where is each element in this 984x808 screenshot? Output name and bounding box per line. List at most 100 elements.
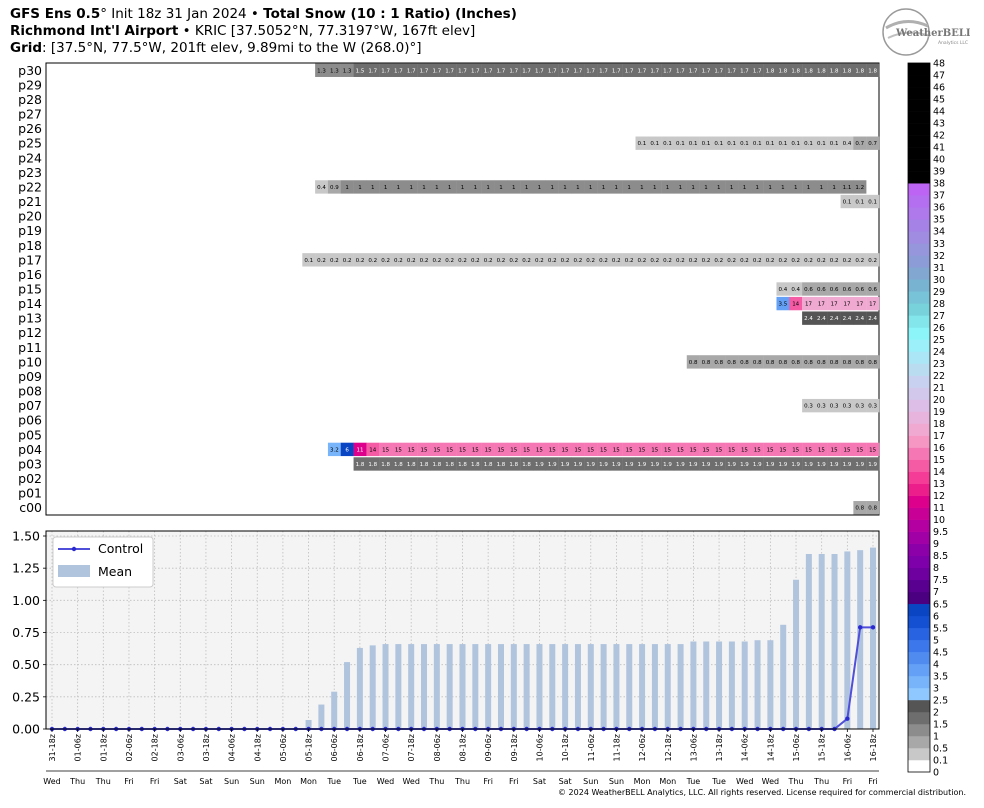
member-label-p07: p07 [18,398,42,413]
member-label-p04: p04 [18,442,42,457]
colorbar-segment [908,483,930,496]
heatmap-cell-label: 1.7 [676,68,685,74]
colorbar-label: 4 [933,659,939,670]
heatmap-cell [417,442,431,457]
heatmap-cell [661,180,675,194]
heatmap-cell-label: 15 [856,447,863,453]
heatmap-cell [661,457,675,471]
mean-bar [690,641,697,729]
heatmap-cell [379,457,393,471]
heatmap-cell [661,63,675,77]
heatmap-cell-label: 1.9 [843,462,852,468]
x-day-label: Sun [583,777,598,786]
heatmap-cell [686,180,700,194]
heatmap-cell-label: 15 [497,447,504,453]
heatmap-cell [840,398,854,413]
heatmap-cell [404,180,418,194]
heatmap-cell-label: 0.2 [330,258,339,264]
heatmap-cell-label: 2.4 [804,316,813,322]
colorbar-label: 22 [933,371,945,382]
heatmap-cell-label: 1.9 [714,462,723,468]
heatmap-cell-label: 17 [818,302,825,308]
colorbar-segment [908,171,930,184]
heatmap-cell-label: 0.3 [843,404,852,410]
mean-bar [369,645,376,729]
colorbar-segment [908,207,930,220]
heatmap-cell-label: 15 [779,447,786,453]
header-line-2: Richmond Int'l Airport • KRIC [37.5052°N… [10,23,517,40]
heatmap-cell-label: 0.1 [868,200,877,206]
heatmap-cell [661,136,675,150]
x-day-label: Fri [868,777,878,786]
heatmap-cell [558,457,572,471]
bullet: • [246,6,264,22]
member-label-p26: p26 [18,121,42,136]
x-tick-label: 06-06z [330,734,339,761]
heatmap-cell [366,63,380,77]
heatmap-cell [520,180,534,194]
mean-bar [382,644,389,729]
heatmap-cell [840,282,854,296]
heatmap-cell [392,253,406,267]
heatmap-cell [712,355,726,369]
heatmap-cell [802,296,816,311]
colorbar-segment [908,375,930,388]
legend-mean-label: Mean [98,564,132,579]
heatmap-cell [814,282,828,296]
heatmap-cell [532,442,546,457]
heatmap-cell-label: 1 [589,185,593,191]
heatmap-cell-label: 1 [384,185,388,191]
heatmap-cell [776,355,790,369]
mean-bar [664,644,671,729]
heatmap-cell-label: 1 [602,185,606,191]
heatmap-cell [481,457,495,471]
heatmap-cell-label: 1.7 [638,68,647,74]
control-point [857,625,863,630]
heatmap-cell-label: 0.2 [830,258,839,264]
mean-bar [459,644,466,729]
heatmap-cell [789,355,803,369]
heatmap-cell-label: 1 [435,185,439,191]
x-tick-label: 01-06z [74,734,83,761]
heatmap-cell [443,442,457,457]
heatmap-cell-label: 0.2 [612,258,621,264]
colorbar-segment [908,687,930,701]
heatmap-cell [789,296,803,311]
heatmap-cell [699,253,713,267]
heatmap-cell [827,398,841,413]
heatmap-cell-label: 15 [677,447,684,453]
y-tick-label: 1.50 [12,529,40,544]
member-label-p27: p27 [18,107,42,122]
heatmap-cell [814,296,828,311]
colorbar-segment [908,567,930,581]
heatmap-cell [686,442,700,457]
heatmap-cell-label: 0.1 [702,141,711,147]
heatmap-cell [532,253,546,267]
heatmap-cell-label: 1 [691,185,695,191]
heatmap-cell [584,442,598,457]
heatmap-cell [840,63,854,77]
colorbar-segment [908,267,930,280]
member-label-p24: p24 [18,150,42,165]
x-tick-label: 03-06z [176,734,185,761]
colorbar-label: 5.5 [933,623,948,634]
colorbar-segment [908,675,930,689]
x-day-label: Fri [843,777,853,786]
heatmap-cell-label: 6 [345,447,349,453]
heatmap-cell-label: 15 [562,447,569,453]
heatmap-cell [379,442,393,457]
mean-bar [780,624,787,729]
heatmap-cell [609,457,623,471]
heatmap-cell [584,63,598,77]
colorbar-label: 48 [933,59,945,70]
colorbar-segment [908,327,930,340]
heatmap-cell [609,63,623,77]
heatmap-cell [840,253,854,267]
heatmap-cell-label: 1 [358,185,362,191]
heatmap-cell [327,253,341,267]
x-tick-label: 01-18z [99,734,108,761]
heatmap-cell-label: 0.2 [702,258,711,264]
heatmap-cell [661,442,675,457]
heatmap-cell [571,180,585,194]
heatmap-cell [597,253,611,267]
